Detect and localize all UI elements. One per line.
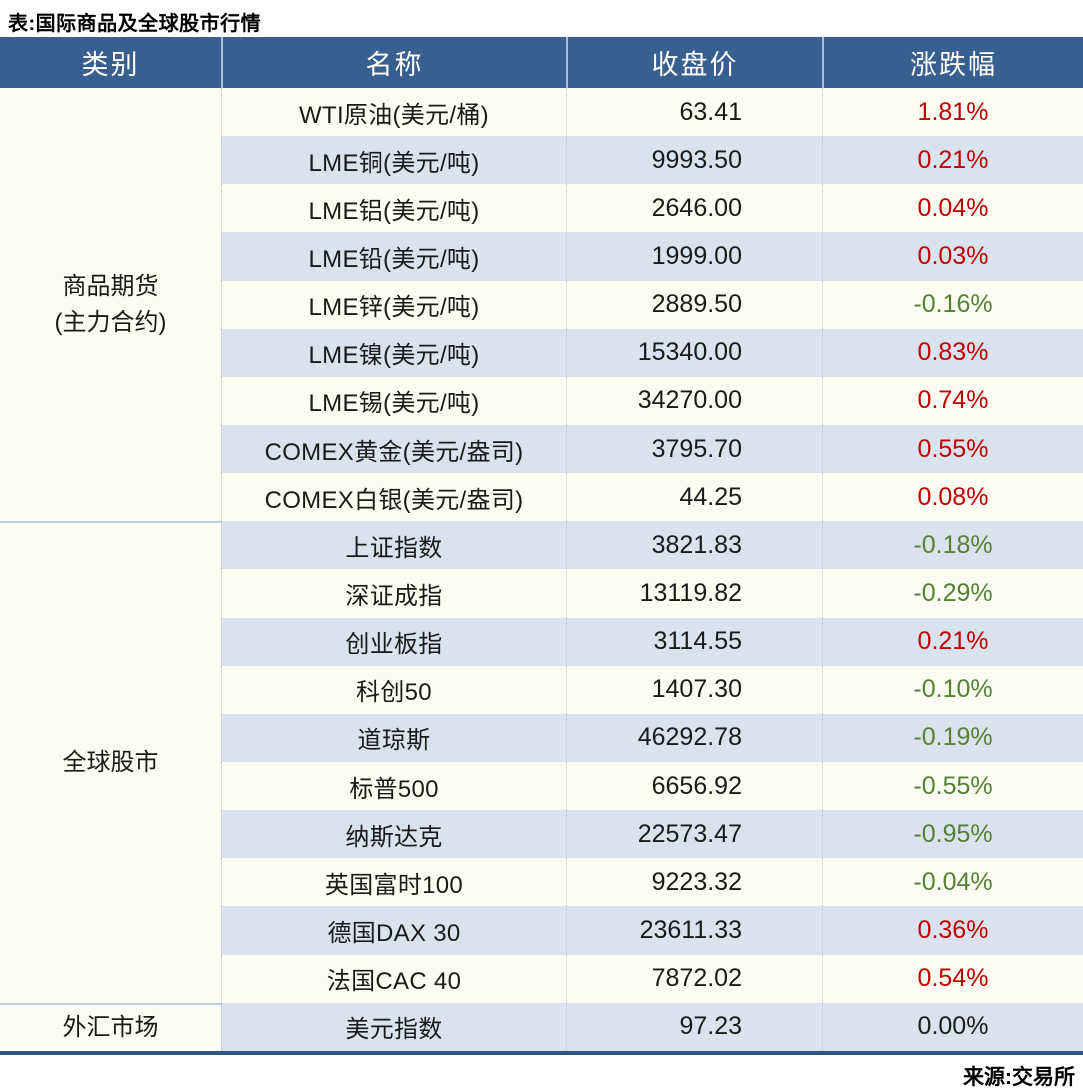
header-cell-close: 收盘价	[566, 37, 822, 88]
table-row: 法国CAC 40 7872.02 0.54%	[221, 954, 1083, 1003]
change-percent-cell: 0.83%	[822, 328, 1083, 377]
change-percent-cell: -0.19%	[822, 713, 1083, 762]
name-cell: 道琼斯	[221, 713, 566, 762]
category-cell: 商品期货 (主力合约)	[0, 88, 221, 521]
table-row: LME铜(美元/吨) 9993.50 0.21%	[221, 136, 1083, 185]
table-row: 道琼斯 46292.78 -0.19%	[221, 713, 1083, 762]
name-cell: LME镍(美元/吨)	[221, 328, 566, 377]
category-cell-line: 商品期货	[62, 272, 159, 300]
close-price-cell: 9223.32	[566, 858, 822, 907]
table-row: LME锌(美元/吨) 2889.50 -0.16%	[221, 280, 1083, 329]
header-cell-name: 名称	[221, 37, 566, 88]
change-percent-cell: -0.29%	[822, 569, 1083, 618]
change-percent-cell: 0.55%	[822, 424, 1083, 474]
name-cell: WTI原油(美元/桶)	[221, 88, 566, 137]
close-price-cell: 46292.78	[566, 713, 822, 762]
change-percent-cell: 0.54%	[822, 954, 1083, 1003]
change-percent-cell: 0.00%	[822, 1002, 1083, 1051]
close-price-cell: 44.25	[566, 473, 822, 522]
close-price-cell: 3114.55	[566, 617, 822, 666]
table-row: COMEX白银(美元/盎司) 44.25 0.08%	[221, 473, 1083, 522]
name-cell: 深证成指	[221, 569, 566, 618]
table-row: LME镍(美元/吨) 15340.00 0.83%	[221, 328, 1083, 377]
name-cell: LME铜(美元/吨)	[221, 136, 566, 185]
name-cell: COMEX白银(美元/盎司)	[221, 473, 566, 522]
name-cell: 纳斯达克	[221, 810, 566, 859]
change-percent-cell: 0.21%	[822, 136, 1083, 185]
table-row: 创业板指 3114.55 0.21%	[221, 617, 1083, 666]
table-row: 标普500 6656.92 -0.55%	[221, 761, 1083, 811]
name-cell: LME锡(美元/吨)	[221, 376, 566, 425]
name-cell: 创业板指	[221, 617, 566, 666]
table-row: 德国DAX 30 23611.33 0.36%	[221, 906, 1083, 955]
change-percent-cell: 0.74%	[822, 376, 1083, 425]
close-price-cell: 2889.50	[566, 280, 822, 329]
header-cell-category: 类别	[81, 50, 140, 80]
change-percent-cell: -0.10%	[822, 665, 1083, 714]
table-row: COMEX黄金(美元/盎司) 3795.70 0.55%	[221, 424, 1083, 474]
change-percent-cell: -0.95%	[822, 810, 1083, 859]
close-price-cell: 34270.00	[566, 376, 822, 425]
close-price-cell: 2646.00	[566, 184, 822, 233]
name-cell: 科创50	[221, 665, 566, 714]
close-price-cell: 6656.92	[566, 761, 822, 811]
rows-column: WTI原油(美元/桶) 63.41 1.81% LME铜(美元/吨) 9993.50 0.…	[221, 88, 1083, 1051]
table-row: 科创50 1407.30 -0.10%	[221, 665, 1083, 714]
table-row: 上证指数 3821.83 -0.18%	[221, 521, 1083, 570]
header-cell-change: 涨跌幅	[822, 37, 1083, 88]
name-cell: 法国CAC 40	[221, 954, 566, 1003]
close-price-cell: 3795.70	[566, 424, 822, 474]
category-cell: 外汇市场	[0, 1002, 221, 1051]
category-cell-line: (主力合约)	[54, 308, 167, 336]
table-row: 纳斯达克 22573.47 -0.95%	[221, 810, 1083, 859]
name-cell: LME锌(美元/吨)	[221, 280, 566, 329]
name-cell: 上证指数	[221, 521, 566, 570]
table-row: LME铝(美元/吨) 2646.00 0.04%	[221, 184, 1083, 233]
table-body: 商品期货 (主力合约) 全球股市外汇市场 WTI原油(美元/桶) 63.41 1.81%…	[0, 88, 1083, 1051]
source-note: 来源:交易所	[963, 1066, 1075, 1089]
table-row: 英国富时100 9223.32 -0.04%	[221, 858, 1083, 907]
change-percent-cell: -0.18%	[822, 521, 1083, 570]
change-percent-cell: 0.08%	[822, 473, 1083, 522]
close-price-cell: 97.23	[566, 1002, 822, 1051]
close-price-cell: 23611.33	[566, 906, 822, 955]
table-title: 表:国际商品及全球股市行情	[8, 13, 262, 35]
category-cell-line: 全球股市	[62, 749, 159, 777]
change-percent-cell: 0.21%	[822, 617, 1083, 666]
table-row: 美元指数 97.23 0.00%	[221, 1002, 1083, 1051]
close-price-cell: 22573.47	[566, 810, 822, 859]
category-cell-line: 外汇市场	[62, 1013, 159, 1041]
name-cell: LME铅(美元/吨)	[221, 232, 566, 281]
table-bottom-border	[0, 1051, 1083, 1055]
close-price-cell: 15340.00	[566, 328, 822, 377]
name-cell: COMEX黄金(美元/盎司)	[221, 424, 566, 474]
close-price-cell: 1999.00	[566, 232, 822, 281]
close-price-cell: 9993.50	[566, 136, 822, 185]
close-price-cell: 3821.83	[566, 521, 822, 570]
change-percent-cell: 0.03%	[822, 232, 1083, 281]
category-cell: 全球股市	[0, 521, 221, 1003]
close-price-cell: 63.41	[566, 88, 822, 137]
change-percent-cell: 1.81%	[822, 88, 1083, 137]
change-percent-cell: 0.04%	[822, 184, 1083, 233]
table-row: LME锡(美元/吨) 34270.00 0.74%	[221, 376, 1083, 425]
table-row: WTI原油(美元/桶) 63.41 1.81%	[221, 88, 1083, 137]
change-percent-cell: -0.16%	[822, 280, 1083, 329]
name-cell: LME铝(美元/吨)	[221, 184, 566, 233]
change-percent-cell: -0.04%	[822, 858, 1083, 907]
name-cell: 标普500	[221, 761, 566, 811]
name-cell: 英国富时100	[221, 858, 566, 907]
table-header-row: 类别 名称 收盘价 涨跌幅	[0, 37, 1083, 88]
close-price-cell: 1407.30	[566, 665, 822, 714]
close-price-cell: 13119.82	[566, 569, 822, 618]
change-percent-cell: 0.36%	[822, 906, 1083, 955]
name-cell: 美元指数	[221, 1002, 566, 1051]
close-price-cell: 7872.02	[566, 954, 822, 1003]
category-column: 商品期货 (主力合约) 全球股市外汇市场	[0, 88, 221, 1051]
table-row: LME铅(美元/吨) 1999.00 0.03%	[221, 232, 1083, 281]
table-row: 深证成指 13119.82 -0.29%	[221, 569, 1083, 618]
name-cell: 德国DAX 30	[221, 906, 566, 955]
change-percent-cell: -0.55%	[822, 761, 1083, 811]
